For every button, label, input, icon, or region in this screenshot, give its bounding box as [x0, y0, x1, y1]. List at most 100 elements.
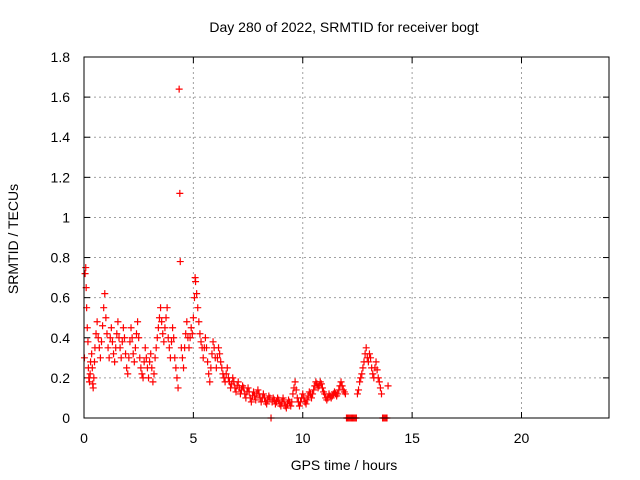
data-point: [106, 334, 114, 342]
data-point: [376, 384, 384, 392]
data-point: [197, 338, 205, 346]
data-point: [129, 350, 137, 358]
data-point: [84, 338, 92, 346]
data-point: [135, 334, 143, 342]
data-point: [279, 394, 287, 402]
data-point: [101, 290, 109, 298]
data-point: [195, 318, 203, 326]
data-point: [149, 378, 157, 386]
data-point: [291, 378, 299, 386]
data-point: [127, 324, 135, 332]
data-point: [292, 386, 300, 394]
data-point: [187, 324, 195, 332]
data-point: [95, 344, 103, 352]
data-point: [170, 334, 178, 342]
grid-lines: [84, 57, 609, 418]
y-tick-label: 1.8: [51, 49, 71, 65]
data-point: [318, 384, 326, 392]
data-point: [204, 358, 212, 366]
data-point: [93, 318, 101, 326]
data-point: [192, 278, 200, 286]
data-point: [223, 364, 231, 372]
data-point: [373, 366, 381, 374]
data-point: [341, 390, 349, 398]
data-point: [104, 344, 112, 352]
y-tick-label: 0.6: [51, 290, 71, 306]
data-point: [141, 344, 149, 352]
data-point: [126, 338, 134, 346]
data-point: [125, 354, 133, 362]
data-point: [168, 338, 175, 346]
data-point: [222, 370, 230, 378]
x-axis-label: GPS time / hours: [291, 457, 398, 473]
data-point: [358, 370, 366, 378]
data-point: [163, 304, 171, 312]
data-point: [114, 318, 122, 326]
data-point: [155, 314, 163, 322]
data-point: [117, 354, 125, 362]
data-point: [158, 318, 166, 326]
data-point: [369, 370, 377, 378]
data-point: [147, 350, 155, 358]
y-tick-labels: 0 0.2 0.4 0.6 0.8 1 1.2 1.4 1.6 1.8: [51, 49, 71, 426]
data-point: [201, 334, 209, 342]
data-point: [91, 358, 98, 366]
data-point: [110, 350, 118, 358]
x-tick-label: 10: [295, 430, 311, 446]
data-point: [148, 364, 156, 372]
data-point: [375, 378, 383, 386]
data-point: [160, 338, 168, 346]
data-point: [88, 350, 96, 358]
x-tick-label: 5: [189, 430, 197, 446]
data-point: [378, 390, 385, 398]
data-point: [88, 364, 96, 372]
data-point: [176, 189, 184, 197]
y-tick-label: 0.8: [51, 250, 71, 266]
y-axis-label: SRMTID / TECUs: [5, 184, 21, 294]
data-point: [196, 330, 204, 338]
data-point: [128, 334, 136, 342]
data-point: [175, 85, 183, 93]
data-point: [259, 390, 267, 398]
y-tick-label: 1: [62, 209, 70, 225]
data-point: [188, 330, 196, 338]
data-point: [116, 344, 124, 352]
data-point: [100, 304, 108, 312]
data-point: [111, 358, 119, 366]
data-point: [374, 374, 382, 382]
data-point: [356, 378, 364, 386]
y-tick-label: 1.6: [51, 89, 71, 105]
data-point: [122, 350, 130, 358]
data-point: [118, 338, 126, 346]
data-point: [178, 354, 186, 362]
data-point: [180, 364, 188, 372]
data-point: [215, 344, 223, 352]
data-point: [372, 358, 380, 366]
y-tick-label: 0: [62, 410, 70, 426]
data-point: [133, 330, 140, 338]
data-point: [145, 374, 153, 382]
plot-frame: [83, 56, 610, 419]
data-point: [172, 364, 180, 372]
data-point: [213, 354, 221, 362]
data-point: [157, 304, 165, 312]
data-point: [82, 264, 90, 272]
data-point: [357, 374, 365, 382]
data-point: [355, 386, 363, 394]
data-point: [365, 350, 373, 358]
data-point: [252, 396, 260, 404]
x-tick-label: 15: [404, 430, 420, 446]
data-point: [208, 350, 216, 358]
data-point: [94, 334, 102, 342]
data-point: [99, 322, 107, 330]
data-point: [108, 338, 116, 346]
data-point: [182, 330, 190, 338]
data-point: [185, 344, 193, 352]
data-point: [317, 380, 325, 388]
data-point: [194, 304, 202, 312]
data-point: [384, 382, 392, 390]
data-point: [119, 324, 127, 332]
y-tick-label: 1.2: [51, 169, 71, 185]
